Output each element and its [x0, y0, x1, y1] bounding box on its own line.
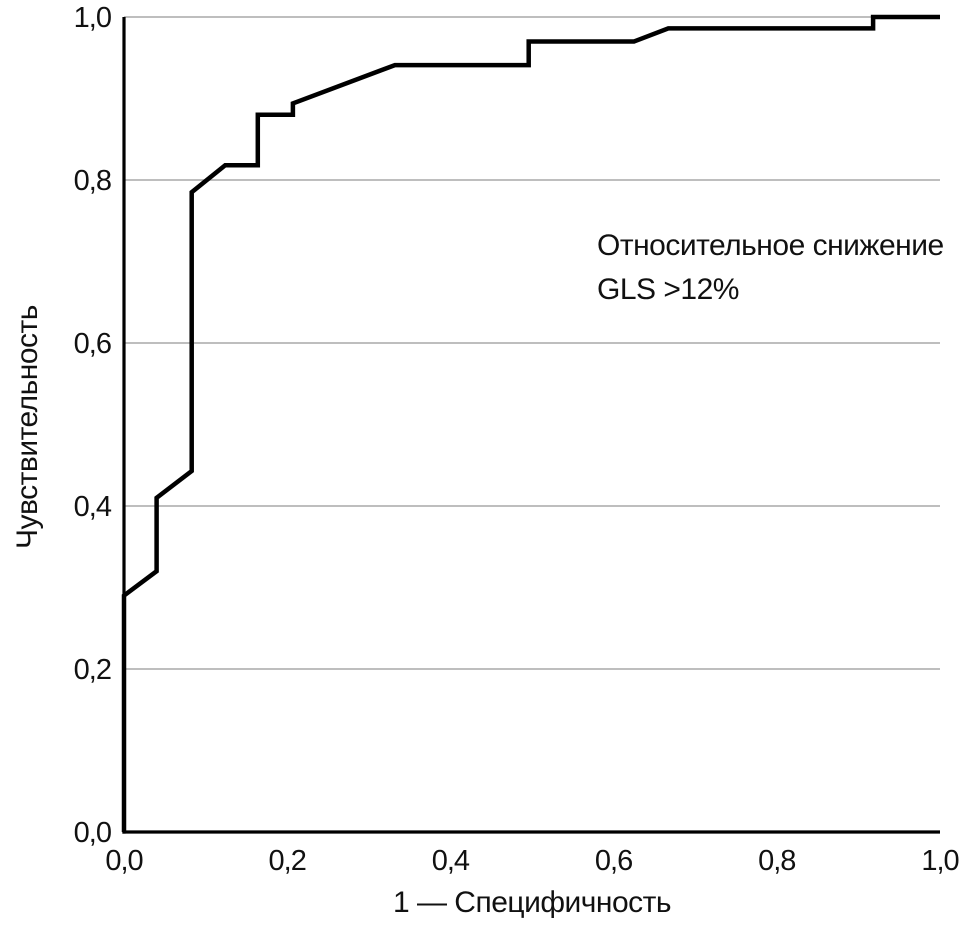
annotation-gls-threshold: Относительное снижение GLS >12%	[597, 224, 944, 312]
annotation-line-2: GLS >12%	[597, 273, 739, 306]
x-tick-label-0,0: 0,0	[105, 845, 142, 877]
y-tick-label-0,0: 0,0	[74, 817, 111, 849]
y-axis-title: Чувствительность	[11, 305, 44, 549]
y-tick-label-1,0: 1,0	[74, 2, 111, 34]
x-tick-label-0,2: 0,2	[269, 845, 306, 877]
x-axis-title: 1 — Специфичность	[392, 886, 672, 919]
x-tick-label-0,6: 0,6	[595, 845, 632, 877]
y-tick-label-0,2: 0,2	[74, 654, 111, 686]
y-tick-label-0,4: 0,4	[74, 491, 112, 523]
x-tick-label-1,0: 1,0	[921, 845, 958, 877]
annotation-line-1: Относительное снижение	[597, 229, 944, 262]
y-tick-label-0,6: 0,6	[74, 328, 111, 360]
x-tick-label-0,4: 0,4	[432, 845, 470, 877]
x-tick-label-0,8: 0,8	[758, 845, 795, 877]
roc-curve-series	[121, 14, 940, 832]
y-tick-label-0,8: 0,8	[74, 165, 111, 197]
